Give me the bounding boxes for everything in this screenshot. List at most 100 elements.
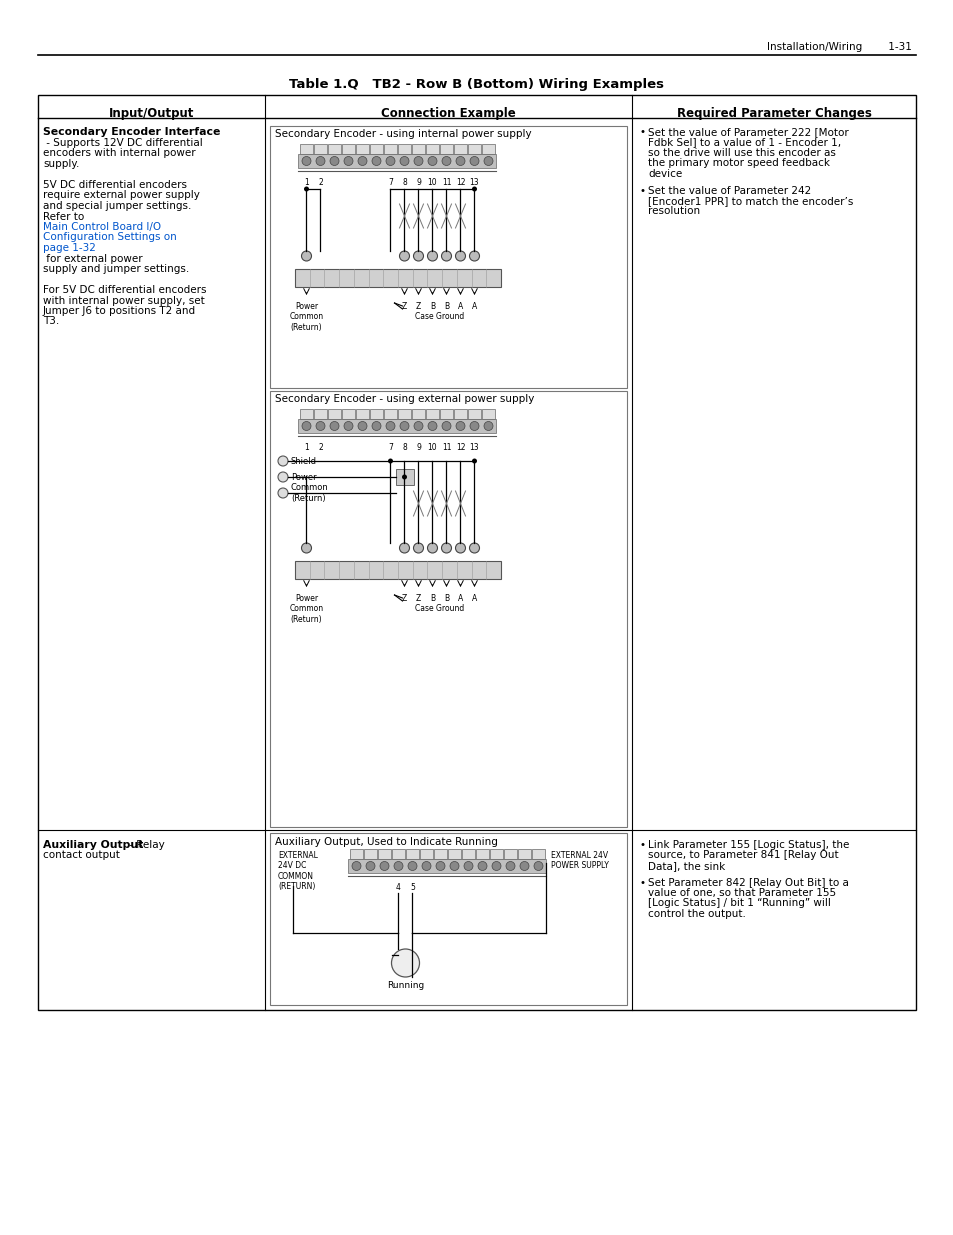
Bar — [341, 409, 355, 419]
Circle shape — [302, 157, 311, 165]
Text: T3.: T3. — [43, 316, 59, 326]
Bar — [396, 469, 414, 485]
Circle shape — [469, 251, 479, 261]
Text: Set Parameter 842 [Relay Out Bit] to a: Set Parameter 842 [Relay Out Bit] to a — [647, 878, 848, 888]
Text: B: B — [430, 594, 435, 603]
Bar — [532, 848, 544, 860]
Text: EXTERNAL 24V
POWER SUPPLY: EXTERNAL 24V POWER SUPPLY — [551, 851, 608, 871]
Circle shape — [469, 543, 479, 553]
Bar — [397, 144, 411, 154]
Bar — [38, 95, 915, 1010]
Bar — [297, 154, 496, 168]
Text: Power
Common
(Return): Power Common (Return) — [289, 303, 323, 332]
Circle shape — [470, 421, 478, 431]
Text: EXTERNAL
24V DC
COMMON
(RETURN): EXTERNAL 24V DC COMMON (RETURN) — [277, 851, 317, 892]
Circle shape — [470, 157, 478, 165]
Bar — [454, 409, 467, 419]
Circle shape — [455, 251, 465, 261]
Circle shape — [456, 421, 464, 431]
Circle shape — [399, 251, 409, 261]
Circle shape — [315, 421, 325, 431]
Bar — [468, 144, 480, 154]
Text: Z: Z — [416, 594, 420, 603]
Text: Z: Z — [401, 303, 407, 311]
Text: For 5V DC differential encoders: For 5V DC differential encoders — [43, 285, 206, 295]
Text: supply.: supply. — [43, 159, 79, 169]
Text: 1: 1 — [304, 443, 309, 452]
Text: •: • — [639, 127, 645, 137]
Text: 11: 11 — [441, 178, 451, 186]
Text: Case Ground: Case Ground — [415, 312, 464, 321]
Bar — [314, 409, 327, 419]
Bar — [270, 832, 626, 1005]
Circle shape — [277, 472, 288, 482]
Bar — [328, 144, 340, 154]
Text: 12: 12 — [456, 178, 465, 186]
Bar — [439, 409, 453, 419]
Text: Auxiliary Output, Used to Indicate Running: Auxiliary Output, Used to Indicate Runni… — [274, 837, 497, 847]
Circle shape — [463, 862, 473, 871]
Bar — [481, 144, 495, 154]
Circle shape — [441, 251, 451, 261]
Circle shape — [455, 543, 465, 553]
Bar — [439, 144, 453, 154]
Text: control the output.: control the output. — [647, 909, 745, 919]
Text: B: B — [443, 303, 449, 311]
Circle shape — [315, 157, 325, 165]
Circle shape — [388, 458, 393, 463]
Text: Fdbk Sel] to a value of 1 - Encoder 1,: Fdbk Sel] to a value of 1 - Encoder 1, — [647, 137, 841, 147]
Text: Installation/Wiring        1-31: Installation/Wiring 1-31 — [766, 42, 911, 52]
Bar — [434, 848, 447, 860]
Circle shape — [519, 862, 529, 871]
Circle shape — [413, 251, 423, 261]
Text: Case Ground: Case Ground — [415, 604, 464, 613]
Circle shape — [441, 421, 451, 431]
Text: contact output: contact output — [43, 851, 120, 861]
Text: Configuration Settings on: Configuration Settings on — [43, 232, 176, 242]
Bar — [270, 126, 626, 388]
Bar — [392, 848, 405, 860]
Text: - Relay: - Relay — [126, 840, 165, 850]
Circle shape — [483, 421, 493, 431]
Text: •: • — [639, 840, 645, 850]
Text: supply and jumper settings.: supply and jumper settings. — [43, 264, 189, 274]
Text: 12: 12 — [456, 443, 465, 452]
Circle shape — [472, 458, 476, 463]
Text: Jumper J6 to positions T2 and: Jumper J6 to positions T2 and — [43, 306, 196, 316]
Bar — [426, 144, 438, 154]
Bar — [412, 409, 424, 419]
Text: 2: 2 — [317, 178, 322, 186]
Text: 9: 9 — [416, 443, 420, 452]
Text: - Supports 12V DC differential: - Supports 12V DC differential — [43, 138, 203, 148]
Circle shape — [421, 862, 431, 871]
Text: B: B — [430, 303, 435, 311]
Bar — [314, 144, 327, 154]
Circle shape — [352, 862, 360, 871]
Text: Power
Common
(Return): Power Common (Return) — [289, 594, 323, 624]
Circle shape — [372, 421, 380, 431]
Text: •: • — [639, 185, 645, 195]
Text: Link Parameter 155 [Logic Status], the: Link Parameter 155 [Logic Status], the — [647, 840, 848, 850]
Text: page 1-32: page 1-32 — [43, 243, 95, 253]
Text: Input/Output: Input/Output — [109, 107, 194, 120]
Text: so the drive will use this encoder as: so the drive will use this encoder as — [647, 148, 835, 158]
Text: A: A — [457, 303, 462, 311]
Text: 7: 7 — [388, 178, 393, 186]
Bar — [297, 419, 496, 433]
Text: device: device — [647, 169, 681, 179]
Bar — [377, 848, 391, 860]
Circle shape — [372, 157, 380, 165]
Text: source, to Parameter 841 [Relay Out: source, to Parameter 841 [Relay Out — [647, 851, 838, 861]
Circle shape — [330, 421, 338, 431]
Circle shape — [366, 862, 375, 871]
Text: resolution: resolution — [647, 206, 700, 216]
Text: require external power supply: require external power supply — [43, 190, 200, 200]
Bar — [461, 848, 475, 860]
Circle shape — [304, 186, 309, 191]
Text: Secondary Encoder - using internal power supply: Secondary Encoder - using internal power… — [274, 128, 531, 140]
Text: Set the value of Parameter 242: Set the value of Parameter 242 — [647, 185, 810, 195]
Text: Shield: Shield — [291, 457, 316, 466]
Bar — [355, 144, 369, 154]
Circle shape — [483, 157, 493, 165]
Circle shape — [344, 421, 353, 431]
